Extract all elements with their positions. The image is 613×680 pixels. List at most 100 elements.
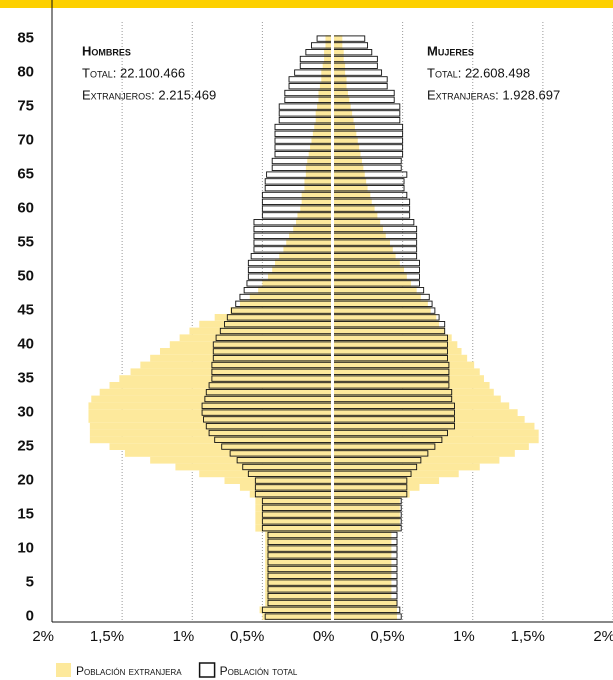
foreign-bar <box>332 212 378 219</box>
foreign-bar <box>332 123 355 131</box>
foreign-bar <box>332 592 392 600</box>
foreign-bar <box>332 443 529 450</box>
foreign-bar <box>332 191 371 199</box>
foreign-bar <box>310 144 333 151</box>
foreign-bar <box>265 586 333 593</box>
foreign-bar <box>332 137 358 144</box>
foreign-bar <box>332 96 350 104</box>
foreign-bar <box>89 429 333 437</box>
foreign-bar <box>255 511 333 518</box>
foreign-bar <box>265 579 333 586</box>
foreign-bar <box>332 69 346 76</box>
foreign-bar <box>91 395 333 403</box>
foreign-bar <box>332 178 367 185</box>
foreign-bar <box>214 314 333 321</box>
foreign-bar <box>130 368 333 376</box>
foreign-bar <box>265 531 333 539</box>
y-tick-label: 30 <box>17 404 34 421</box>
foreign-bar <box>325 35 333 42</box>
side-title: Mujeres <box>427 43 474 58</box>
foreign-bar <box>332 157 362 165</box>
foreign-bar <box>322 62 333 70</box>
foreign-bar <box>169 341 333 348</box>
foreign-bar <box>255 504 333 512</box>
foreign-bar <box>159 348 333 355</box>
foreign-bar <box>332 55 344 63</box>
foreign-bar <box>293 225 333 233</box>
foreign-bar <box>332 470 459 478</box>
x-tick-label: 0,5% <box>230 628 264 645</box>
foreign-bar <box>332 218 381 226</box>
foreign-bar <box>124 450 333 457</box>
foreign-bar <box>332 361 475 369</box>
legend-swatch <box>56 663 71 677</box>
y-tick-label: 45 <box>17 302 34 319</box>
x-tick-label: 1,5% <box>90 628 124 645</box>
side-note: Extranjeros: 2.215.469 <box>82 87 216 102</box>
foreign-bar <box>332 409 518 416</box>
y-tick-label: 70 <box>17 132 34 149</box>
top-strip <box>0 0 613 8</box>
foreign-bar <box>265 599 333 607</box>
foreign-bar <box>300 205 333 212</box>
foreign-bar <box>332 613 398 620</box>
foreign-bar <box>332 538 392 546</box>
foreign-bar <box>88 416 333 423</box>
foreign-bar <box>109 382 333 389</box>
y-tick-label: 20 <box>17 472 34 489</box>
foreign-bar <box>308 150 333 158</box>
foreign-bar <box>109 443 333 450</box>
foreign-bar <box>249 490 333 498</box>
foreign-bar <box>332 103 351 110</box>
foreign-bar <box>332 48 344 56</box>
side-note: Total: 22.608.498 <box>427 65 530 80</box>
foreign-bar <box>301 198 333 206</box>
x-tick-label: 0% <box>313 628 335 645</box>
foreign-bar <box>140 361 333 369</box>
foreign-bar <box>332 341 458 348</box>
foreign-bar <box>311 137 333 144</box>
foreign-bar <box>332 232 386 240</box>
foreign-bar <box>332 184 368 192</box>
foreign-bar <box>332 334 452 342</box>
side-note: Extranjeras: 1.928.697 <box>427 87 560 102</box>
foreign-bar <box>265 592 333 600</box>
foreign-bar <box>304 184 333 192</box>
foreign-bar <box>332 320 440 328</box>
foreign-bar <box>315 110 333 117</box>
foreign-bar <box>332 42 343 49</box>
foreign-bar <box>332 35 343 42</box>
x-tick-label: 0,5% <box>370 628 404 645</box>
foreign-bar <box>332 606 398 614</box>
foreign-bar <box>321 76 333 83</box>
foreign-bar <box>332 327 445 335</box>
foreign-bar <box>267 273 333 280</box>
foreign-bar <box>224 477 333 484</box>
foreign-bar <box>332 116 354 124</box>
foreign-bar <box>332 286 417 294</box>
foreign-bar <box>265 538 333 546</box>
foreign-bar <box>332 130 357 138</box>
x-tick-label: 1,5% <box>511 628 545 645</box>
foreign-bar <box>255 524 333 532</box>
y-tick-label: 75 <box>17 98 34 115</box>
foreign-bar <box>332 586 392 593</box>
foreign-bar <box>259 606 333 614</box>
foreign-bar <box>332 348 462 355</box>
foreign-bar <box>332 524 400 532</box>
foreign-bar <box>332 497 400 505</box>
foreign-bar <box>304 178 333 185</box>
foreign-bar <box>332 164 364 172</box>
foreign-bar <box>332 558 392 566</box>
foreign-bar <box>332 511 400 518</box>
foreign-bar <box>332 422 535 430</box>
foreign-bar <box>318 96 333 104</box>
foreign-bar <box>332 273 407 280</box>
y-tick-label: 15 <box>17 506 34 523</box>
foreign-bar <box>332 293 421 301</box>
foreign-bar <box>265 565 333 573</box>
foreign-bar <box>324 48 333 56</box>
foreign-bar <box>332 531 392 539</box>
foreign-bar <box>272 266 333 274</box>
